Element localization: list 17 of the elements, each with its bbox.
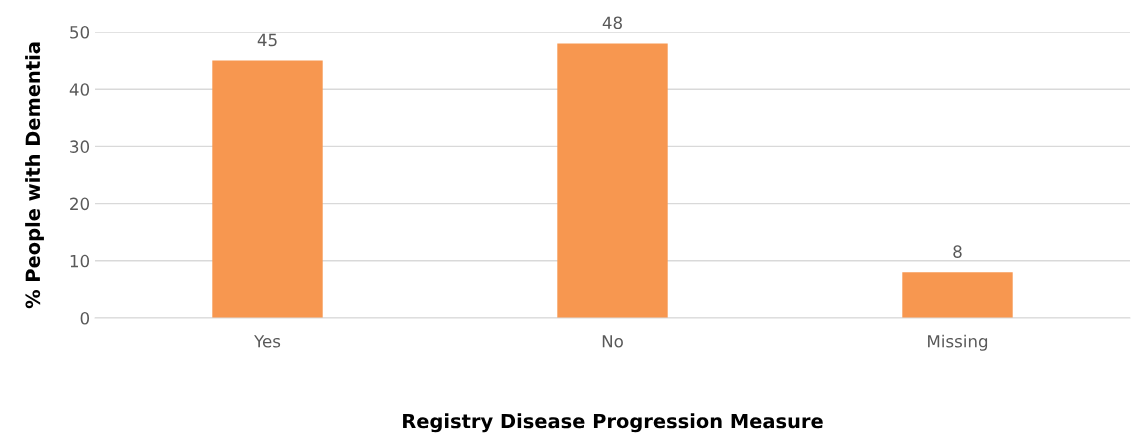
data-label: 45 bbox=[257, 33, 277, 47]
y-axis-title: % People with Dementia bbox=[25, 42, 44, 309]
bar bbox=[902, 272, 1013, 318]
y-tick-label: 0 bbox=[80, 311, 90, 325]
y-tick-label: 30 bbox=[70, 140, 90, 153]
y-tick-label: 50 bbox=[70, 25, 90, 39]
bar bbox=[557, 43, 668, 318]
y-tick-label: 40 bbox=[69, 83, 90, 96]
data-label: 8 bbox=[953, 245, 962, 258]
y-tick-label: 10 bbox=[70, 254, 90, 268]
x-tick-label: Yes bbox=[254, 335, 281, 348]
x-tick-label: Missing bbox=[928, 334, 988, 351]
bar bbox=[212, 60, 323, 318]
x-axis-title: Registry Disease Progression Measure bbox=[403, 413, 823, 433]
y-tick-label: 20 bbox=[70, 197, 90, 211]
x-tick-label: No bbox=[602, 335, 623, 348]
data-label: 48 bbox=[602, 16, 622, 30]
